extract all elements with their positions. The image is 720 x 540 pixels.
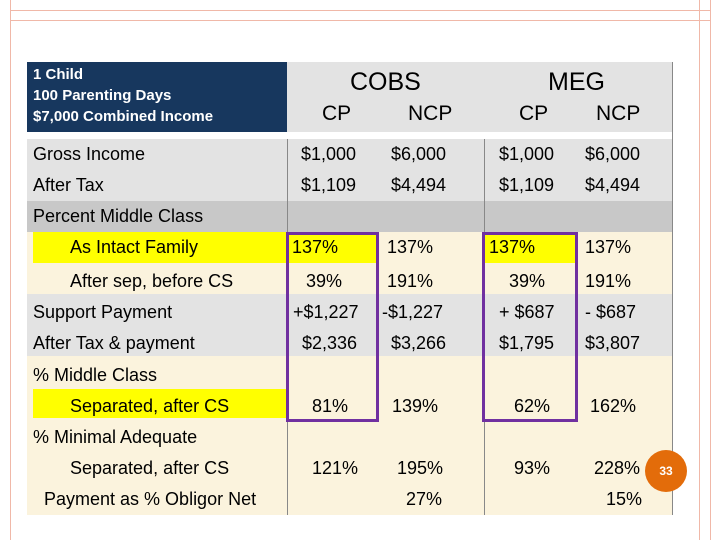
cell-after-tax-payment-cobs-ncp: $3,266 [391,333,447,353]
meg-ncp-header: NCP [596,102,641,125]
row-label-pct-minimal-adequate: % Minimal Adequate [33,427,198,447]
cell-separated-ma-cobs-ncp: 195% [397,458,444,478]
cell-after-sep-cobs-cp: 39% [306,271,343,291]
meg-cp-highlight-box [482,232,578,422]
payment-rows-background [27,294,672,356]
slide-frame-right-line [699,0,700,540]
as-intact-family-label-highlight [33,232,287,263]
cell-support-payment-cobs-ncp: -$1,227 [382,302,444,322]
row-label-after-tax-payment: After Tax & payment [33,333,195,353]
cell-separated-ma-meg-cp: 93% [514,458,551,478]
cell-gross-income-cobs-ncp: $6,000 [391,144,447,164]
row-label-percent-middle-class: Percent Middle Class [33,206,204,226]
cell-separated-mc-meg-ncp: 162% [590,396,637,416]
cell-intact-meg-ncp: 137% [585,237,632,257]
cell-after-sep-cobs-ncp: 191% [387,271,434,291]
row-label-gross-income: Gross Income [33,144,146,164]
cell-separated-mc-cobs-cp: 81% [312,396,349,416]
percent-middle-class-row-background [27,201,672,232]
cell-after-sep-meg-cp: 39% [509,271,546,291]
cell-after-tax-payment-meg-ncp: $3,807 [585,333,641,353]
scenario-children: 1 Child [33,66,84,83]
cell-separated-ma-cobs-cp: 121% [312,458,359,478]
cell-payment-pct-cobs-ncp: 27% [406,489,443,509]
cell-after-tax-meg-cp: $1,109 [499,175,555,195]
scenario-header-box: 1 Child 100 Parenting Days $7,000 Combin… [27,62,287,132]
scenario-parenting-days: 100 Parenting Days [33,87,172,104]
cell-support-payment-cobs-cp: +$1,227 [293,302,359,322]
row-label-separated-after-cs: Separated, after CS [70,458,230,478]
row-label-payment-pct-obligor: Payment as % Obligor Net [44,489,257,509]
cell-intact-cobs-ncp: 137% [387,237,434,257]
cell-after-tax-meg-ncp: $4,494 [585,175,641,195]
cell-separated-ma-meg-ncp: 228% [594,458,641,478]
cobs-group-header: COBS [350,68,421,96]
column-divider [672,62,673,515]
scenario-combined-income: $7,000 Combined Income [33,108,214,125]
cell-separated-mc-meg-cp: 62% [514,396,551,416]
slide-frame-left-line [10,0,11,540]
cell-intact-cobs-cp: 137% [292,237,339,257]
slide-frame-right-line-outer [710,0,711,540]
cell-gross-income-cobs-cp: $1,000 [301,144,357,164]
meg-cp-header: CP [519,102,549,125]
meg-group-header: MEG [548,68,605,96]
row-label-pct-middle-class: % Middle Class [33,365,158,385]
row-label-as-intact-family: As Intact Family [70,237,199,257]
cell-intact-meg-cp: 137% [489,237,536,257]
row-label-support-payment: Support Payment [33,302,173,322]
cell-support-payment-meg-cp: + $687 [499,302,555,322]
column-header-background [287,62,672,132]
income-rows-background [27,139,672,201]
slide-number-badge: 33 [645,450,687,492]
cell-after-sep-meg-ncp: 191% [585,271,632,291]
separated-after-cs-label-highlight [33,389,287,420]
cell-after-tax-payment-meg-cp: $1,795 [499,333,555,353]
cell-after-tax-payment-cobs-cp: $2,336 [302,333,358,353]
slide-frame-top-line [10,10,710,11]
cell-separated-mc-cobs-ncp: 139% [392,396,439,416]
row-label-after-sep-before-cs: After sep, before CS [70,271,234,291]
cobs-cp-highlight-box [286,232,379,422]
cell-support-payment-meg-ncp: - $687 [585,302,637,322]
cell-gross-income-meg-ncp: $6,000 [585,144,641,164]
cell-after-tax-cobs-cp: $1,109 [301,175,357,195]
cobs-cp-intact-highlight [287,232,378,263]
cobs-ncp-header: NCP [408,102,453,125]
meg-cp-intact-highlight [484,232,575,263]
minimal-adequate-rows-background [27,418,672,515]
cell-after-tax-cobs-ncp: $4,494 [391,175,447,195]
cell-payment-pct-meg-ncp: 15% [606,489,643,509]
row-label-after-tax: After Tax [33,175,104,195]
cell-gross-income-meg-cp: $1,000 [499,144,555,164]
slide-frame-top-line-inner [10,20,710,21]
cobs-cp-header: CP [322,102,352,125]
row-label-separated-after-cs: Separated, after CS [70,396,230,416]
